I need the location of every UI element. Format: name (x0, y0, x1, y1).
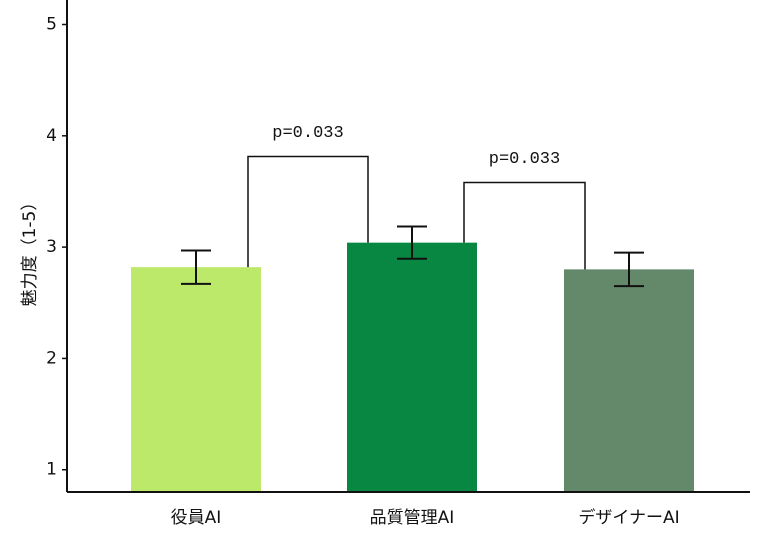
annotation: p=0.033 (272, 124, 343, 143)
error-bar (397, 225, 427, 260)
y-axis-label: 魅力度（1-5） (20, 194, 40, 307)
significance-bracket (463, 181, 586, 270)
y-tick-label: 2 (46, 348, 57, 368)
x-tick-label: デザイナーAI (578, 507, 679, 528)
x-tick-label: 品質管理AI (370, 508, 455, 528)
y-tick-label: 1 (46, 460, 57, 480)
x-tick-label: 役員AI (171, 508, 222, 528)
bar (347, 242, 477, 492)
y-tick-label: 4 (46, 126, 57, 146)
y-tick-label: 3 (46, 237, 57, 257)
bar (564, 269, 694, 492)
annotation: p=0.033 (489, 150, 560, 169)
bar (131, 267, 261, 492)
error-bar (181, 249, 211, 285)
y-tick-label: 5 (46, 14, 57, 34)
error-bar (614, 251, 644, 288)
significance-bracket (247, 155, 369, 268)
